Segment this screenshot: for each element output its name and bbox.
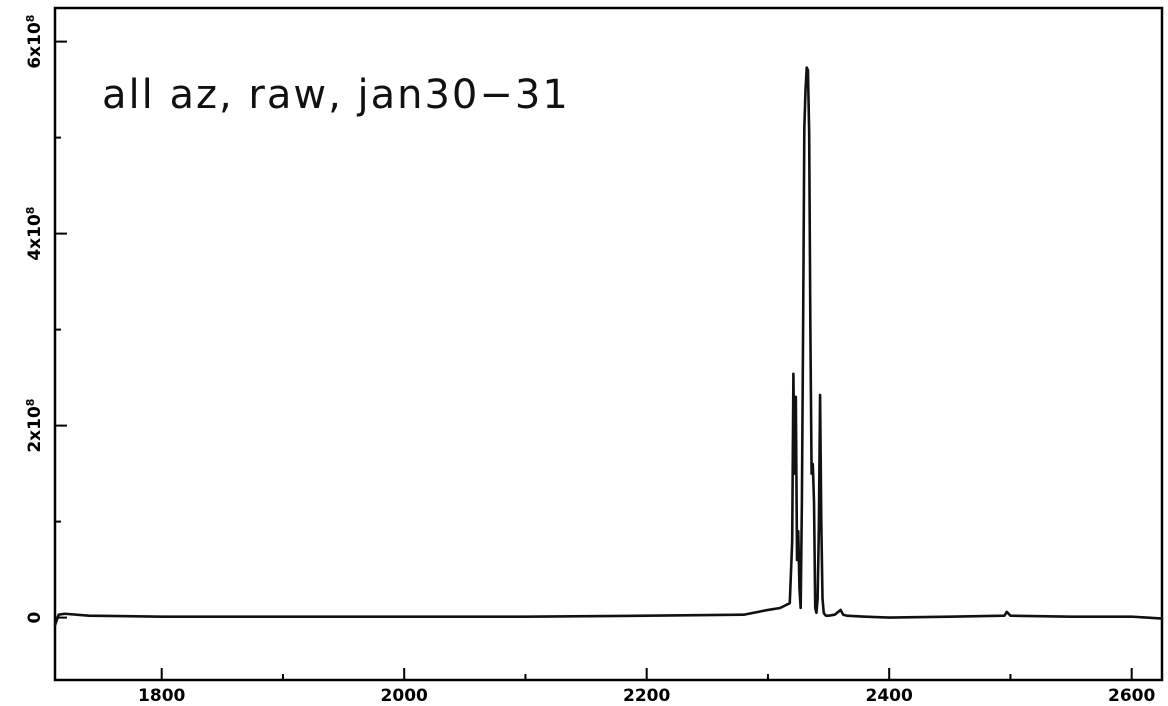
- chart-title: all az, raw, jan30−31: [102, 72, 570, 118]
- x-axis: 1800 2000 2200 2400 2600: [138, 668, 1156, 706]
- series-line: [53, 66, 1164, 627]
- x-tick-label: 2400: [866, 686, 913, 706]
- y-tick-exponent: 8: [24, 399, 37, 407]
- y-tick-label: 0: [25, 612, 45, 624]
- plot-frame: [53, 6, 1164, 682]
- x-tick-label: 2200: [623, 686, 670, 706]
- y-tick-label: 2x108: [24, 399, 46, 453]
- y-tick-mantissa: 6x10: [25, 22, 45, 69]
- y-tick-mantissa: 0: [25, 612, 45, 624]
- y-tick-exponent: 8: [24, 15, 37, 23]
- x-tick-label: 1800: [138, 686, 185, 706]
- y-tick-exponent: 8: [24, 207, 37, 215]
- x-tick-label: 2600: [1108, 686, 1155, 706]
- y-tick-mantissa: 4x10: [25, 214, 45, 261]
- y-tick-label: 6x108: [24, 15, 46, 69]
- y-tick-label: 4x108: [24, 207, 46, 261]
- x-tick-label: 2000: [381, 686, 428, 706]
- y-tick-mantissa: 2x10: [25, 406, 45, 453]
- series-layer: [53, 66, 1164, 627]
